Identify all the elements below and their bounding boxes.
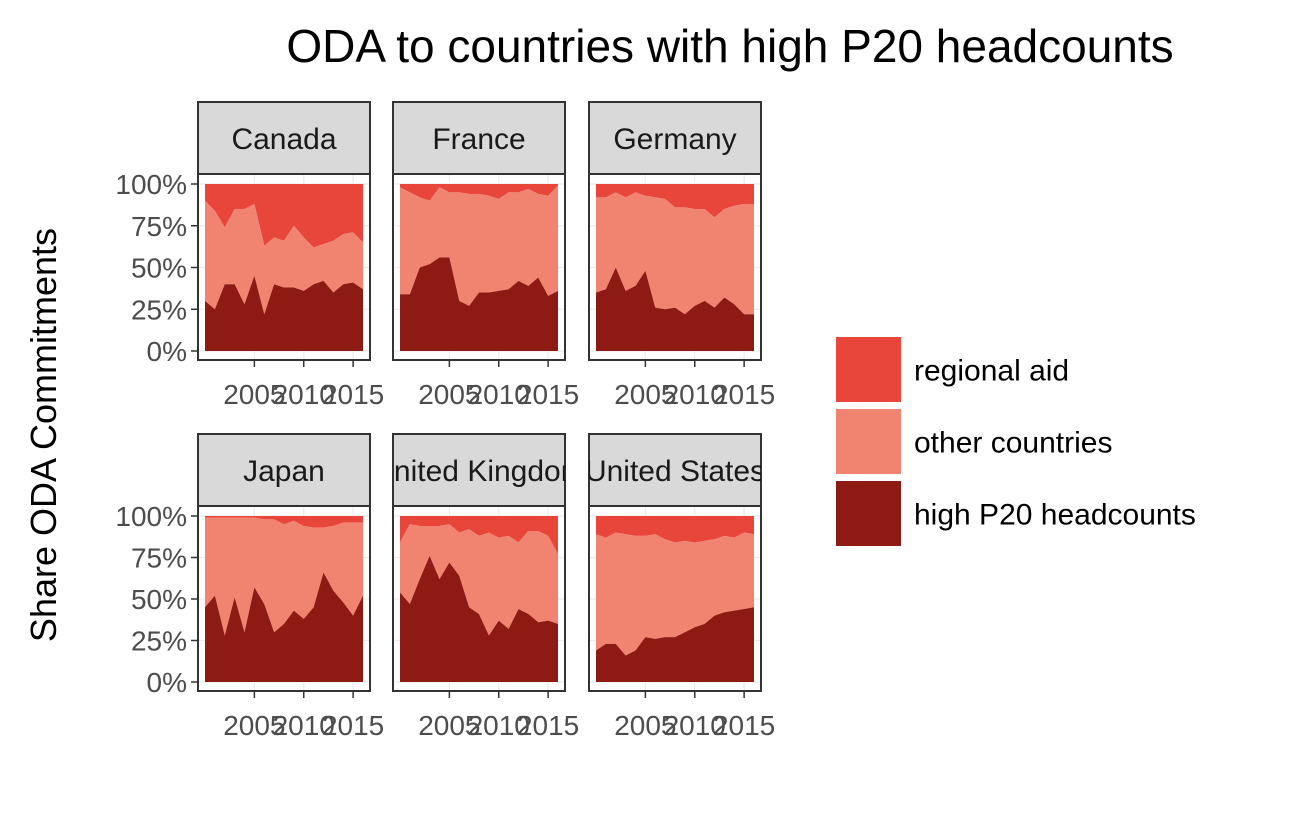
area-regional-aid [205,184,363,248]
facet-strip-label: United States [585,455,765,488]
y-tick-label: 25% [131,626,187,657]
area-other-countries [400,185,558,306]
x-tick-label: 2015 [322,710,384,741]
area-other-countries [596,192,754,315]
facet-strip [392,433,566,507]
x-tick-label: 2015 [517,710,579,741]
panel-border [392,505,566,692]
area-regional-aid [400,184,558,201]
legend-key [836,409,901,474]
y-tick-label: 0% [147,667,187,698]
area-other-countries [205,517,363,636]
y-tick-label: 100% [115,169,187,200]
y-tick-label: 50% [131,584,187,615]
x-tick-label: 2010 [468,379,530,410]
facet-strip-label: Canada [231,123,336,156]
facet-strip [588,101,762,175]
area-high-p20-headcounts [596,607,754,682]
x-tick-label: 2015 [517,379,579,410]
facet-strip [392,101,566,175]
x-tick-label: 2010 [468,710,530,741]
facet-strip-label: Japan [243,455,325,488]
legend-item: other countries [836,409,1112,474]
x-tick-label: 2005 [223,710,285,741]
area-regional-aid [205,516,363,528]
area-high-p20-headcounts [400,555,558,682]
x-tick-label: 2005 [418,379,480,410]
y-tick-label: 75% [131,543,187,574]
facet-strip [197,101,371,175]
area-high-p20-headcounts [205,572,363,682]
legend: regional aid other countries high P20 head… [836,337,1196,546]
legend-label: high P20 headcounts [914,499,1196,532]
panel-border [588,173,762,361]
chart-title: ODA to countries with high P20 headcount… [286,20,1173,72]
area-high-p20-headcounts [205,275,363,351]
x-tick-label: 2015 [713,710,775,741]
facet-panels: Canada0%25%50%75%100%200520102015France2… [115,101,775,741]
x-tick-label: 2005 [614,710,676,741]
legend-label: regional aid [914,355,1069,388]
facet-strip-label: United Kingdom [372,455,585,488]
y-tick-label: 25% [131,294,187,325]
x-tick-label: 2015 [713,379,775,410]
x-tick-label: 2005 [223,379,285,410]
legend-key [836,481,901,546]
x-tick-label: 2015 [322,379,384,410]
x-tick-label: 2010 [664,379,726,410]
area-high-p20-headcounts [400,257,558,351]
legend-item: high P20 headcounts [836,481,1196,546]
legend-key [836,337,901,402]
x-tick-label: 2010 [273,379,335,410]
facet-strip-label: Germany [613,123,736,156]
area-other-countries [596,532,754,656]
legend-label: other countries [914,427,1112,460]
y-tick-label: 75% [131,211,187,242]
y-tick-label: 50% [131,253,187,284]
y-tick-label: 0% [147,336,187,367]
area-other-countries [205,200,363,315]
area-regional-aid [400,516,558,555]
area-high-p20-headcounts [596,267,754,351]
panel-border [392,173,566,361]
y-axis-label: Share ODA Commitments [23,228,64,642]
area-other-countries [400,524,558,636]
x-tick-label: 2010 [664,710,726,741]
y-tick-label: 100% [115,501,187,532]
x-tick-label: 2005 [418,710,480,741]
x-tick-label: 2010 [273,710,335,741]
x-tick-label: 2005 [614,379,676,410]
facet-strip-label: France [432,123,525,156]
facet-strip [197,433,371,507]
legend-item: regional aid [836,337,1069,402]
panel-border [588,505,762,692]
